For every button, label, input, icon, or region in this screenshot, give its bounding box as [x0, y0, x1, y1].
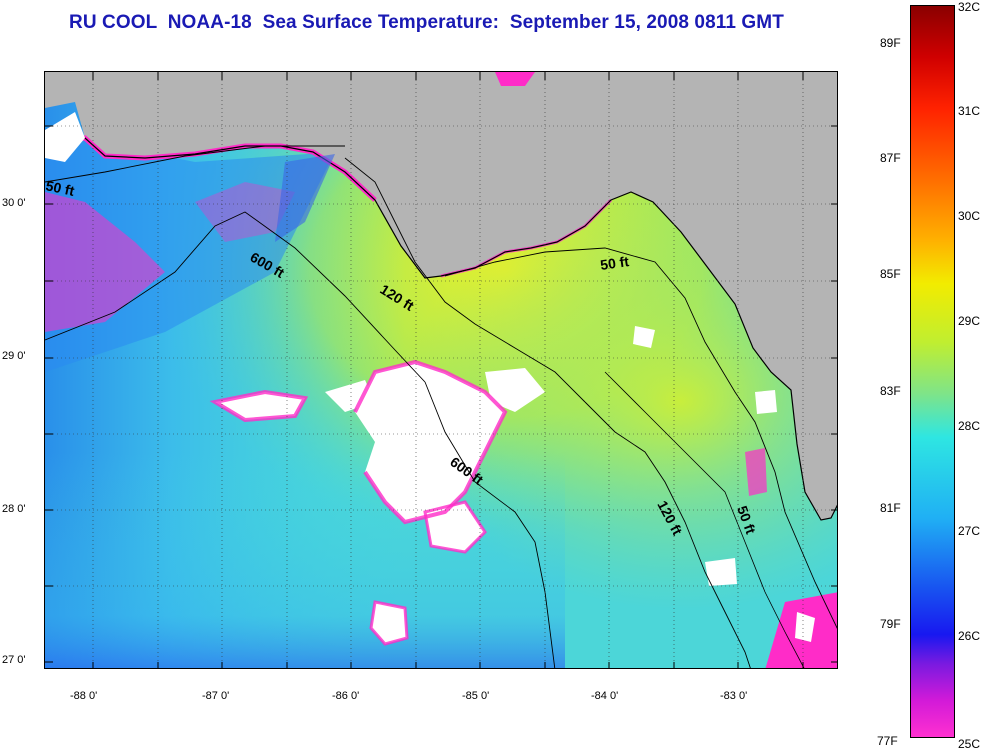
- colorbar-f-label: 89F: [880, 36, 901, 50]
- lon-label: -83 0': [720, 690, 748, 702]
- colorbar-c-label: 30C: [958, 209, 981, 223]
- lat-label: 27 0': [2, 654, 26, 666]
- cloud-area: [633, 326, 655, 348]
- colorbar-f-label: 79F: [880, 617, 901, 631]
- colorbar-f-label: 85F: [880, 267, 901, 281]
- lat-label: 30 0': [2, 197, 26, 209]
- cloud-area: [355, 362, 505, 522]
- contour-label: 50 ft: [45, 177, 76, 199]
- land-mass: [45, 72, 837, 520]
- coastline: [45, 137, 837, 521]
- map-title: RU COOL NOAA-18 Sea Surface Temperature:…: [69, 12, 784, 33]
- cold-patch: [745, 448, 767, 496]
- cloud-fringe: [369, 600, 409, 646]
- colorbar-c-label: 25C: [958, 737, 981, 751]
- cloud-area: [755, 390, 777, 414]
- cold-patch: [795, 612, 815, 642]
- cloud-area: [705, 558, 737, 586]
- lon-label: -86 0': [332, 690, 360, 702]
- cloud-fringe: [423, 500, 487, 554]
- colorbar-c-label: 31C: [958, 104, 981, 118]
- cloud-area: [45, 112, 85, 162]
- contour-line-120ft: [344, 157, 586, 403]
- cold-patch: [495, 72, 535, 86]
- sst-map: 50 ft 600 ft 120 ft 50 ft 600 ft 120 ft …: [44, 71, 838, 669]
- lon-label: -85 0': [462, 690, 490, 702]
- contour-label: 50 ft: [599, 253, 630, 273]
- contour-line-50ft-west: [45, 145, 345, 183]
- frame-ticks: [45, 72, 837, 668]
- colorbar-c-label: 26C: [958, 629, 981, 643]
- colorbar-f-label: 81F: [880, 501, 901, 515]
- colorbar-c-label: 28C: [958, 419, 981, 433]
- lon-label: -88 0': [70, 690, 98, 702]
- lon-label: -84 0': [591, 690, 619, 702]
- cloud-area: [485, 368, 545, 412]
- lat-label: 28 0': [2, 503, 26, 515]
- lon-label: -87 0': [202, 690, 230, 702]
- cold-patch: [45, 192, 165, 332]
- lat-label: 29 0': [2, 350, 26, 362]
- colorbar-c-label: 32C: [958, 0, 981, 14]
- colorbar-f-label: 87F: [880, 151, 901, 165]
- contour-line-120ft-east: [584, 401, 751, 668]
- cloud-area: [371, 602, 407, 644]
- graticule: [45, 72, 837, 668]
- ocean-cool-south: [45, 452, 565, 668]
- colorbar-f-label: 77F: [877, 734, 898, 748]
- colorbar-c-label: 27C: [958, 524, 981, 538]
- temperature-colorbar: [910, 5, 955, 738]
- cloud-area: [325, 380, 375, 412]
- contour-line-600ft-west: [45, 211, 426, 383]
- ocean-cool-nw: [45, 132, 335, 372]
- contour-line-coast-se: [604, 371, 805, 668]
- colorbar-f-label: 83F: [880, 384, 901, 398]
- colorbar-c-label: 29C: [958, 314, 981, 328]
- cold-patch: [275, 154, 335, 242]
- sst-map-image: 50 ft 600 ft 120 ft 50 ft 600 ft 120 ft …: [45, 72, 837, 668]
- cloud-fringe: [209, 389, 309, 423]
